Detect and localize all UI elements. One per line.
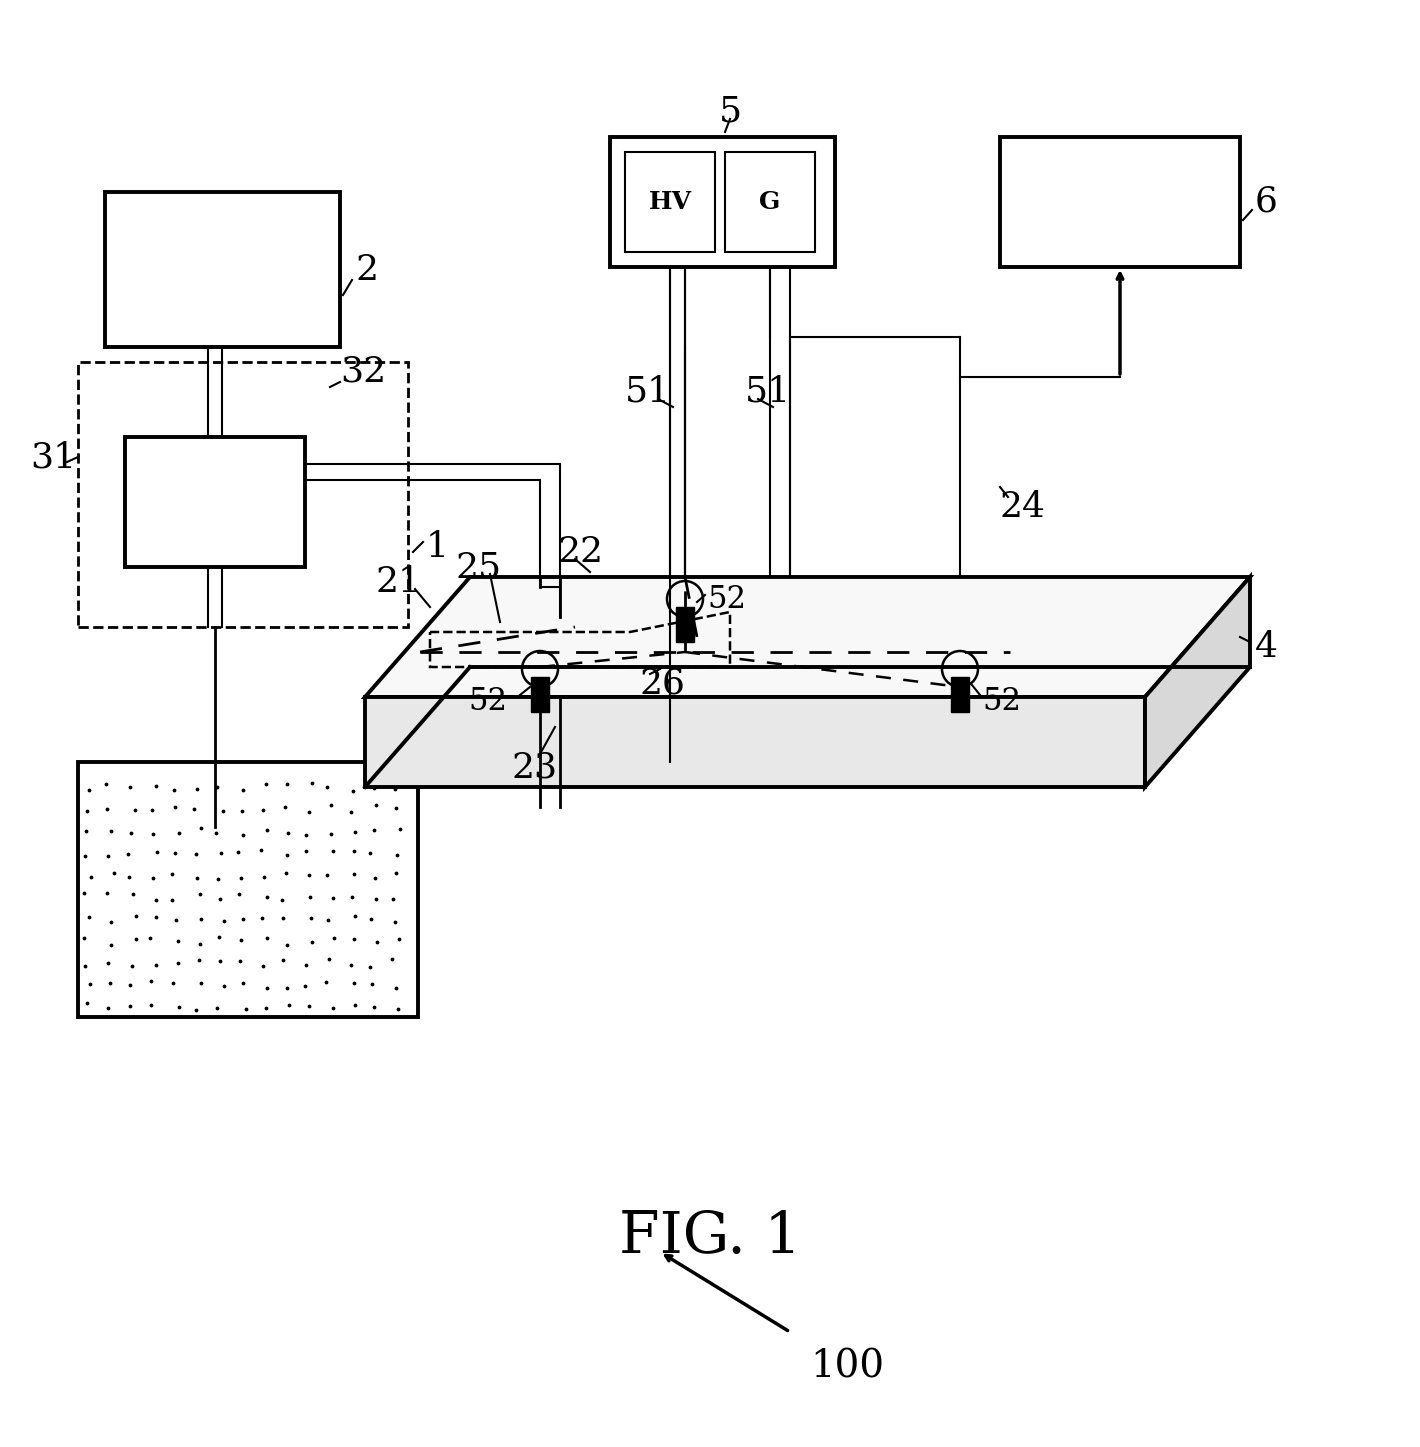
Text: 22: 22 <box>558 535 604 569</box>
Polygon shape <box>365 577 1250 697</box>
Text: HV: HV <box>649 190 692 214</box>
Text: G: G <box>760 190 781 214</box>
Text: 2: 2 <box>355 253 378 287</box>
Text: 52: 52 <box>983 686 1021 718</box>
Polygon shape <box>365 697 1145 787</box>
Bar <box>531 677 550 712</box>
Text: 5: 5 <box>719 96 741 129</box>
Text: 4: 4 <box>1255 629 1278 664</box>
Bar <box>78 362 408 627</box>
Text: 52: 52 <box>469 686 507 718</box>
Bar <box>125 437 305 567</box>
Text: 24: 24 <box>1000 491 1047 524</box>
Text: 51: 51 <box>746 375 791 410</box>
Text: 26: 26 <box>640 667 686 700</box>
Bar <box>105 192 339 347</box>
Bar <box>78 763 417 1017</box>
Text: 1: 1 <box>426 530 449 564</box>
Bar <box>625 152 716 252</box>
Text: 6: 6 <box>1255 185 1278 218</box>
Text: 23: 23 <box>513 750 558 784</box>
Text: 52: 52 <box>707 583 746 615</box>
Text: 25: 25 <box>454 550 501 585</box>
Polygon shape <box>1145 577 1250 787</box>
Text: 32: 32 <box>339 355 386 389</box>
Bar <box>611 137 835 268</box>
Bar <box>726 152 815 252</box>
Text: 21: 21 <box>375 564 420 599</box>
Text: 51: 51 <box>625 375 672 410</box>
Text: FIG. 1: FIG. 1 <box>619 1210 801 1265</box>
Bar <box>676 606 694 642</box>
Bar <box>951 677 968 712</box>
Bar <box>1000 137 1240 268</box>
Text: 100: 100 <box>809 1349 885 1385</box>
Text: 31: 31 <box>30 440 77 475</box>
